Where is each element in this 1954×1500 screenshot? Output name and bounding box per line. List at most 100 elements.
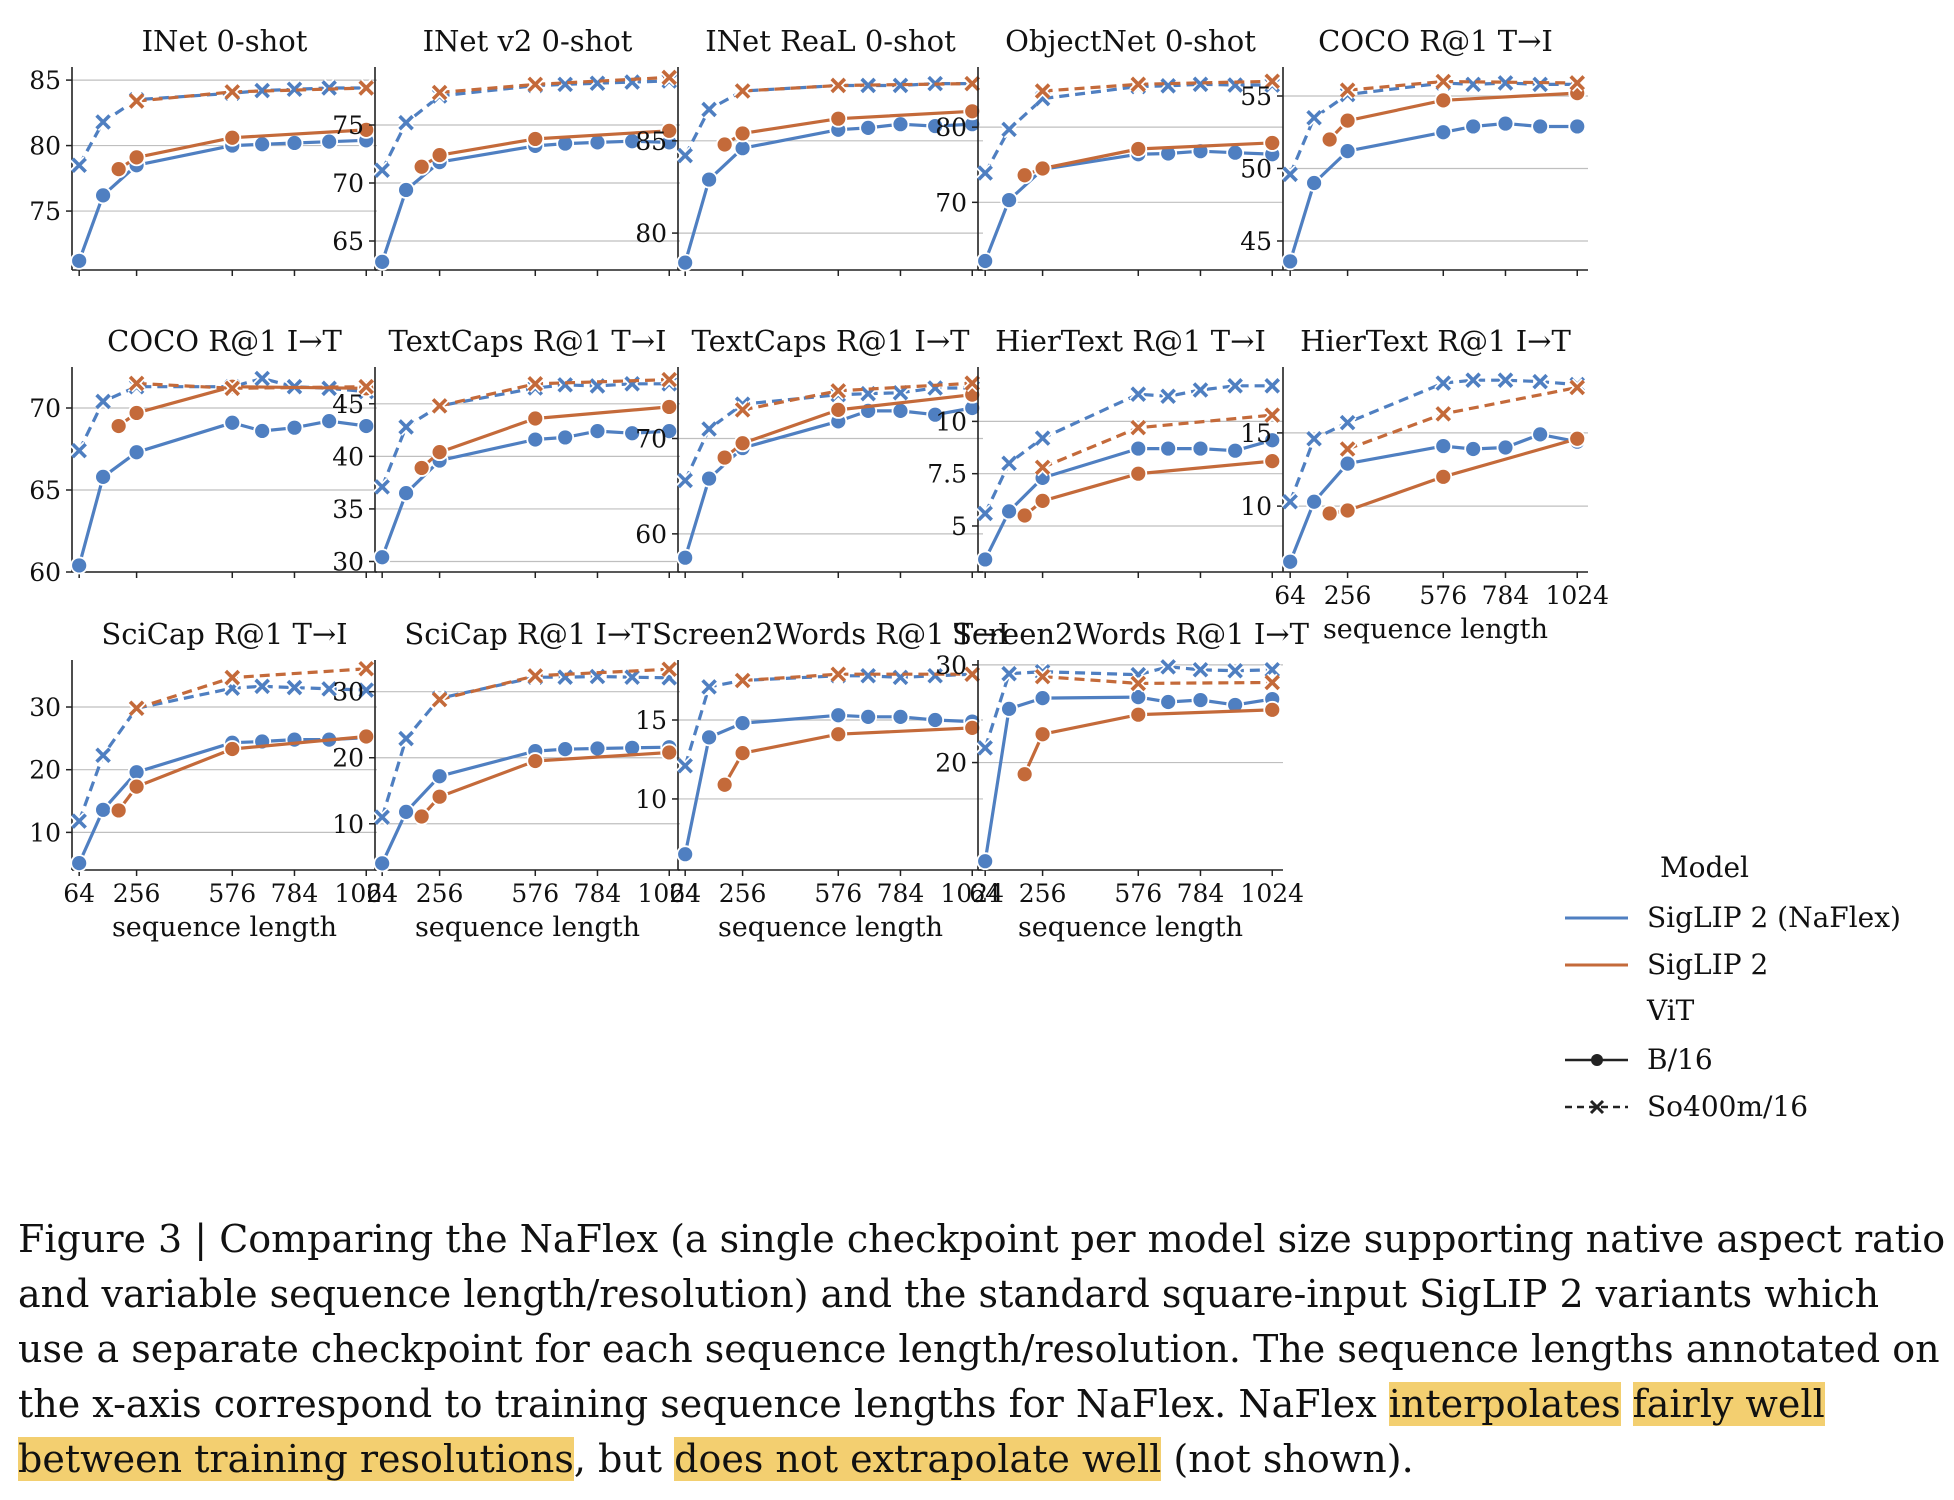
data-point: [588, 422, 607, 441]
data-point: [1226, 441, 1245, 460]
data-point: [926, 117, 945, 135]
data-point-x: [734, 402, 751, 418]
panel-title: SciCap R@1 T→I: [101, 617, 347, 651]
data-point-x: [358, 661, 375, 677]
data-point: [1281, 252, 1300, 271]
data-point: [963, 718, 982, 737]
caption-prefix: Figure 3 | Comparing the NaFlex (a singl…: [18, 1217, 1946, 1426]
data-point: [357, 417, 376, 435]
data-point: [976, 852, 995, 871]
data-point: [715, 135, 734, 154]
data-point: [1159, 144, 1178, 163]
data-point: [1320, 130, 1339, 149]
data-point: [1015, 506, 1034, 525]
x-tick-label: 256: [1324, 581, 1372, 610]
x-tick-label: 576: [1114, 879, 1162, 908]
panel-9: HierText R@1 I→T 10 15 64 256 576 784 1024 seque…: [1240, 324, 1609, 645]
data-point-x: [1160, 659, 1176, 675]
series-line: [136, 381, 367, 390]
legend-siglip2-label: SigLIP 2: [1647, 948, 1768, 981]
series-siglip2-b16: [1320, 429, 1587, 523]
x-tick-label: 256: [1019, 879, 1067, 908]
y-tick-label: 40: [332, 442, 364, 471]
data-point: [1320, 504, 1339, 523]
series-siglip2-so400m: [430, 68, 679, 102]
data-point-x: [224, 380, 241, 397]
panel-title: TextCaps R@1 I→T: [691, 324, 970, 358]
data-point: [660, 398, 679, 416]
data-point: [1464, 117, 1483, 136]
figure-caption: Figure 3 | Comparing the NaFlex (a singl…: [18, 1212, 1948, 1487]
series-line: [683, 386, 973, 482]
series-siglip2-so400m: [127, 78, 376, 111]
data-point: [976, 252, 995, 270]
series-siglip2-so400m: [430, 660, 679, 709]
series-line: [723, 393, 973, 459]
data-point-x: [1435, 375, 1452, 391]
data-point-x: [830, 666, 847, 682]
data-point: [357, 727, 376, 746]
data-point-x: [1435, 73, 1452, 90]
data-point: [1305, 174, 1323, 192]
x-tick-label: 64: [366, 879, 398, 908]
caption-space: [1621, 1382, 1633, 1426]
data-point-x: [71, 442, 87, 459]
data-point: [397, 484, 415, 503]
data-point-x: [701, 101, 717, 118]
data-point-x: [398, 419, 414, 435]
y-tick-label: 50: [1240, 155, 1272, 184]
data-point-x: [892, 77, 909, 94]
data-point: [397, 181, 415, 199]
y-tick-label: 10: [332, 810, 364, 839]
data-point-x: [860, 668, 876, 684]
data-point-x: [95, 393, 111, 410]
y-tick-label: 85: [29, 66, 61, 95]
data-point: [1263, 431, 1282, 450]
data-point-x: [224, 84, 241, 100]
data-point-x: [1034, 430, 1051, 446]
data-point: [676, 845, 695, 864]
data-point: [526, 130, 545, 148]
data-point-x: [1569, 379, 1586, 396]
panel-8: HierText R@1 T→I 5 7.5 10: [927, 324, 1283, 578]
series-line: [1024, 141, 1273, 177]
data-point-x: [358, 682, 375, 698]
series-line: [1328, 91, 1578, 141]
data-point: [829, 109, 848, 128]
data-point-x: [254, 678, 270, 695]
panel-title: INet v2 0-shot: [423, 24, 633, 58]
panel-12: Screen2Words R@1 T→I 10 15 64 256 576 784 1024 s…: [635, 617, 1009, 943]
series-siglip2-b16: [715, 102, 982, 154]
panel-title: INet 0-shot: [142, 24, 308, 58]
series-line: [742, 82, 973, 93]
data-point-x: [860, 77, 876, 94]
panel-2: INet ReaL 0-shot 80 85: [635, 24, 983, 276]
series-line: [983, 82, 1273, 174]
series-line: [77, 684, 367, 822]
series-line: [117, 734, 367, 812]
data-point: [109, 417, 128, 435]
data-point-x: [589, 75, 606, 92]
caption-mid: , but: [573, 1437, 675, 1481]
data-point: [733, 744, 752, 763]
series-siglip2-so400m: [1033, 72, 1282, 101]
series-siglip2-b16: [715, 718, 982, 794]
data-point-x: [977, 165, 993, 181]
data-point: [70, 556, 89, 575]
series-line: [983, 438, 1273, 561]
data-point-x: [1034, 459, 1051, 476]
data-point-x: [1465, 76, 1481, 93]
x-tick-label: 64: [1274, 581, 1306, 610]
panel-title: COCO R@1 I→T: [107, 324, 342, 358]
y-tick-label: 30: [332, 678, 364, 707]
data-point: [926, 711, 945, 729]
data-point: [1129, 439, 1148, 458]
data-point: [700, 170, 718, 189]
data-point: [1033, 491, 1052, 510]
series-siglip2-b16: [109, 120, 376, 179]
series-line: [77, 419, 367, 566]
data-point-x: [1306, 109, 1322, 126]
x-axis-label: sequence length: [1323, 614, 1548, 645]
data-point: [127, 148, 146, 167]
